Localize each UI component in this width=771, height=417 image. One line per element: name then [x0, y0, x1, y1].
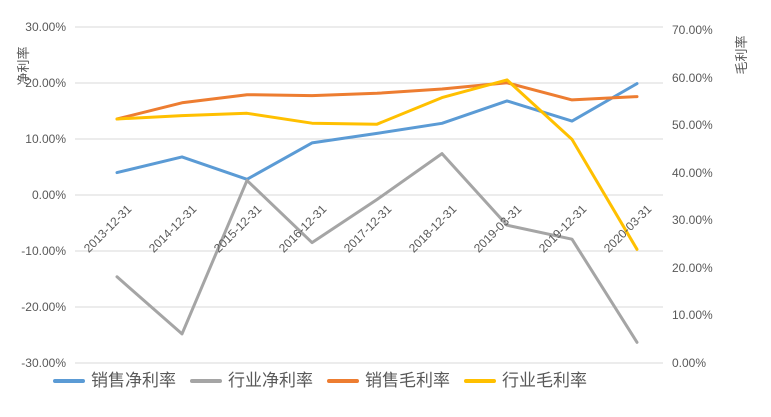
chart-legend: 销售净利率 行业净利率 销售毛利率 行业毛利率	[53, 368, 587, 394]
axis-tick-label: 20.00%	[25, 76, 66, 90]
axis-tick-label: -30.00%	[21, 356, 66, 370]
axis-tick-label: -10.00%	[21, 244, 66, 258]
legend-label: 行业毛利率	[502, 371, 587, 390]
axis-tick-label: 10.00%	[25, 132, 66, 146]
left-axis-title: 净利率	[16, 46, 31, 86]
line-swatch-icon	[53, 379, 85, 383]
right-axis-title: 毛利率	[734, 35, 749, 75]
axis-tick-label: 50.00%	[672, 118, 713, 133]
line-swatch-icon	[464, 379, 496, 383]
series-line-2	[115, 81, 639, 121]
legend-label: 行业净利率	[228, 371, 313, 390]
axis-tick-label: 20.00%	[672, 260, 713, 275]
legend-label: 销售净利率	[91, 371, 176, 390]
axis-tick-label: 30.00%	[672, 213, 713, 228]
axis-tick-label: 40.00%	[672, 165, 713, 180]
legend-item-sales-gross-margin: 销售毛利率	[327, 371, 450, 391]
series-line-1	[115, 152, 639, 344]
axis-tick-label: 60.00%	[672, 70, 713, 85]
legend-item-industry-net-margin: 行业净利率	[190, 371, 313, 391]
axis-tick-label: -20.00%	[21, 300, 66, 314]
axis-tick-label: 0.00%	[31, 188, 66, 202]
axis-tick-label: 0.00%	[672, 356, 707, 370]
legend-label: 销售毛利率	[365, 371, 450, 390]
legend-item-sales-net-margin: 销售净利率	[53, 371, 176, 391]
axis-tick-label: 10.00%	[672, 308, 713, 323]
axis-tick-label: 30.00%	[25, 20, 66, 34]
line-swatch-icon	[327, 379, 359, 383]
line-swatch-icon	[190, 379, 222, 383]
legend-item-industry-gross-margin: 行业毛利率	[464, 371, 587, 391]
axis-tick-label: 70.00%	[672, 23, 713, 37]
series-line-0	[115, 82, 639, 181]
series-line-3	[115, 78, 639, 251]
